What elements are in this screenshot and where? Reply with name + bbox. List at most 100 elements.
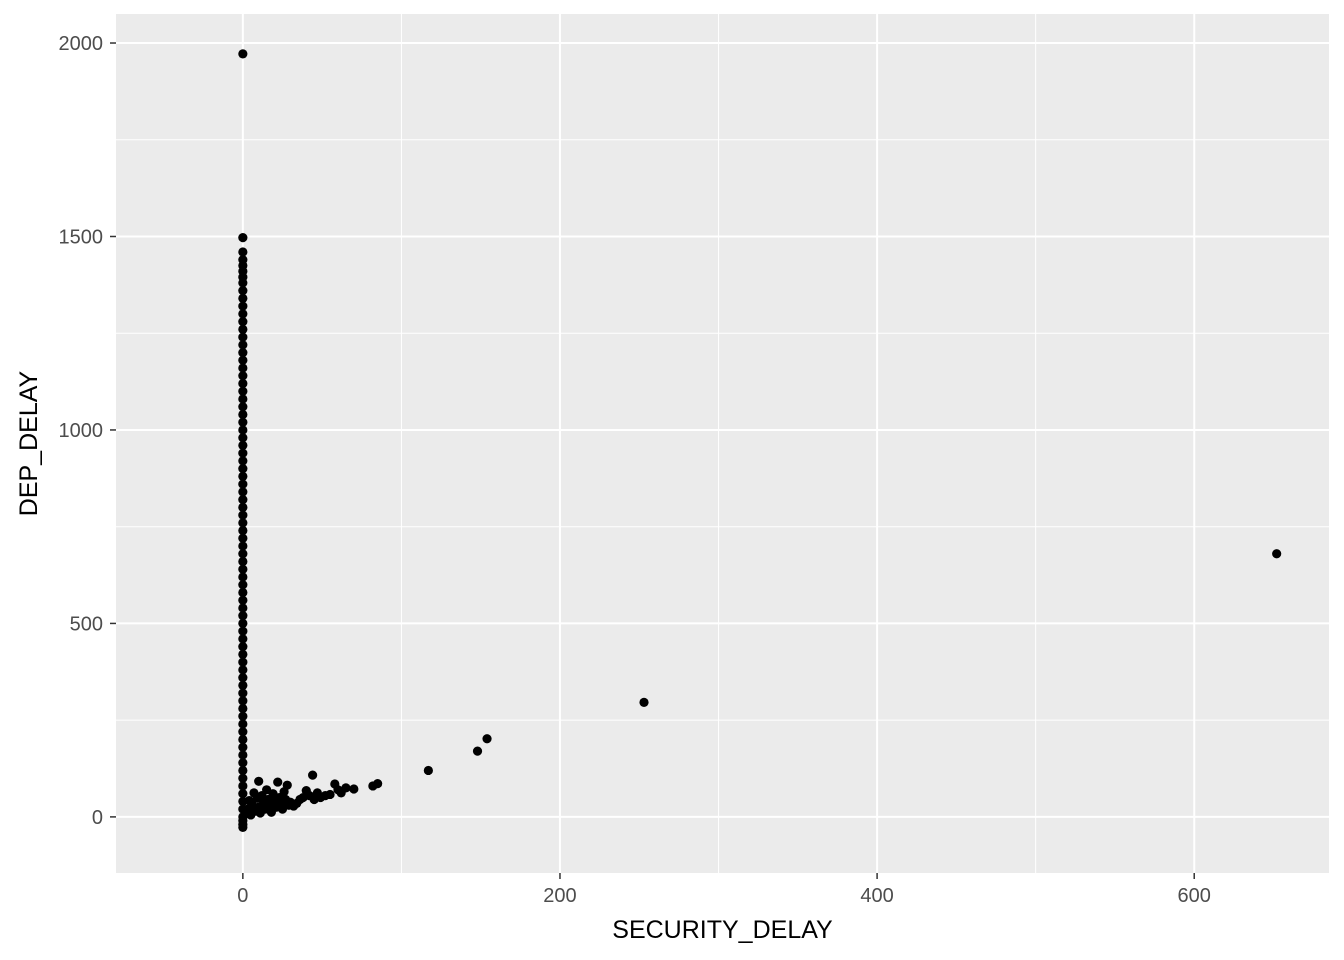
data-point <box>238 611 248 621</box>
data-point <box>238 642 248 652</box>
data-point <box>238 688 248 698</box>
data-point <box>238 595 248 605</box>
data-point <box>238 618 248 629</box>
data-point <box>238 525 248 536</box>
data-point <box>472 746 483 756</box>
data-point <box>238 309 248 319</box>
data-point <box>238 564 248 574</box>
data-point <box>282 780 292 790</box>
data-point <box>238 822 248 832</box>
data-point <box>238 394 248 404</box>
data-point <box>238 541 248 551</box>
data-point <box>1272 549 1282 559</box>
data-point <box>238 464 248 474</box>
data-point <box>238 324 248 334</box>
y-tick-label: 2000 <box>59 33 104 55</box>
data-point <box>238 386 248 396</box>
data-point <box>238 549 248 559</box>
x-axis-title: SECURITY_DELAY <box>612 916 833 944</box>
data-point <box>238 371 248 381</box>
data-point <box>238 363 248 373</box>
major-gridlines <box>116 14 1329 873</box>
data-point <box>423 765 433 776</box>
y-tick-label: 0 <box>92 807 103 829</box>
x-tick-label: 200 <box>543 885 576 907</box>
data-point <box>238 425 248 435</box>
data-point <box>238 572 248 582</box>
data-point <box>238 355 248 365</box>
data-point <box>639 697 649 707</box>
data-points <box>238 49 1282 832</box>
data-point <box>238 286 248 296</box>
data-point <box>373 779 383 789</box>
data-point <box>238 680 248 690</box>
data-point <box>238 402 248 412</box>
x-axis-ticks: 0 200 400 600 <box>237 873 1211 907</box>
y-tick-label: 1500 <box>59 226 104 248</box>
data-point <box>238 634 248 644</box>
data-point <box>238 502 248 512</box>
data-point <box>238 711 248 721</box>
data-point <box>238 587 248 598</box>
data-point <box>238 448 248 458</box>
data-point <box>238 649 248 659</box>
data-point <box>238 665 248 675</box>
data-point <box>238 518 248 528</box>
data-point <box>238 479 248 489</box>
data-point <box>238 580 248 590</box>
data-point <box>238 734 248 745</box>
data-point <box>238 742 248 752</box>
data-point <box>238 409 248 420</box>
data-point <box>238 340 248 350</box>
data-point <box>238 789 248 799</box>
data-point <box>238 471 248 481</box>
data-point <box>238 703 248 714</box>
x-tick-label: 600 <box>1178 885 1211 907</box>
data-point <box>238 758 248 768</box>
data-point <box>238 293 248 303</box>
data-point <box>238 278 248 288</box>
data-point <box>238 487 248 497</box>
data-point <box>238 495 248 505</box>
y-tick-label: 1000 <box>59 420 104 442</box>
plot-panel <box>116 14 1329 873</box>
data-point <box>238 626 248 636</box>
data-point <box>254 776 264 786</box>
data-point <box>341 783 351 793</box>
data-point <box>238 417 248 427</box>
data-point <box>308 770 318 780</box>
data-point <box>238 332 248 342</box>
data-point <box>238 719 248 729</box>
x-tick-label: 400 <box>860 885 893 907</box>
data-point <box>238 696 248 706</box>
data-point <box>238 727 248 737</box>
data-point <box>238 440 248 451</box>
data-point <box>349 784 359 794</box>
data-point <box>238 301 248 311</box>
data-point <box>273 777 283 787</box>
data-point <box>238 781 248 791</box>
data-point <box>238 49 248 59</box>
y-axis-ticks: 0 500 1000 1500 2000 <box>59 33 116 829</box>
data-point <box>238 247 248 257</box>
data-point <box>238 603 248 613</box>
data-point <box>238 773 248 783</box>
data-point <box>238 456 248 466</box>
y-axis-title: DEP_DELAY <box>15 370 43 516</box>
data-point <box>238 672 248 683</box>
data-point <box>482 734 492 744</box>
y-tick-label: 500 <box>70 613 103 635</box>
data-point <box>238 765 248 776</box>
data-point <box>238 533 248 543</box>
data-point <box>238 657 248 667</box>
data-point <box>238 317 248 327</box>
data-point <box>238 347 248 358</box>
minor-gridlines <box>116 14 1329 873</box>
x-tick-label: 0 <box>237 885 248 907</box>
data-point <box>325 789 335 800</box>
data-point <box>238 378 248 389</box>
data-point <box>238 233 248 243</box>
data-point <box>238 750 248 760</box>
data-point <box>238 433 248 443</box>
